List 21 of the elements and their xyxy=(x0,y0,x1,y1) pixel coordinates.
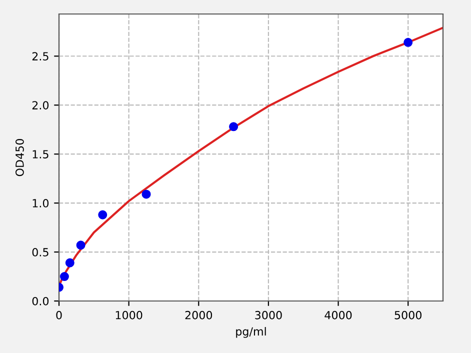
point xyxy=(76,240,86,250)
point xyxy=(60,272,69,282)
x-tick-label: 3000 xyxy=(255,310,282,320)
point xyxy=(404,38,413,47)
point xyxy=(142,190,151,199)
x-tick-label: 0 xyxy=(56,310,62,320)
point xyxy=(65,258,74,268)
x-axis-title: pg/ml xyxy=(236,327,266,338)
x-tick-label: 4000 xyxy=(324,310,352,320)
y-tick-label: 1.0 xyxy=(32,199,49,208)
y-tick-label: 0.0 xyxy=(32,296,49,306)
y-tick-label: 1.5 xyxy=(32,150,48,158)
point xyxy=(229,122,238,132)
y-tick-label: 2.5 xyxy=(32,52,48,60)
x-tick-label: 2000 xyxy=(185,310,212,320)
x-tick-label: 1000 xyxy=(116,310,142,320)
y-tick-label: 2.0 xyxy=(32,101,49,110)
y-tick-label: 0.5 xyxy=(32,248,48,256)
x-tick-label: 5000 xyxy=(394,310,422,320)
y-axis-title: OD450 xyxy=(15,138,24,176)
point xyxy=(98,210,108,220)
